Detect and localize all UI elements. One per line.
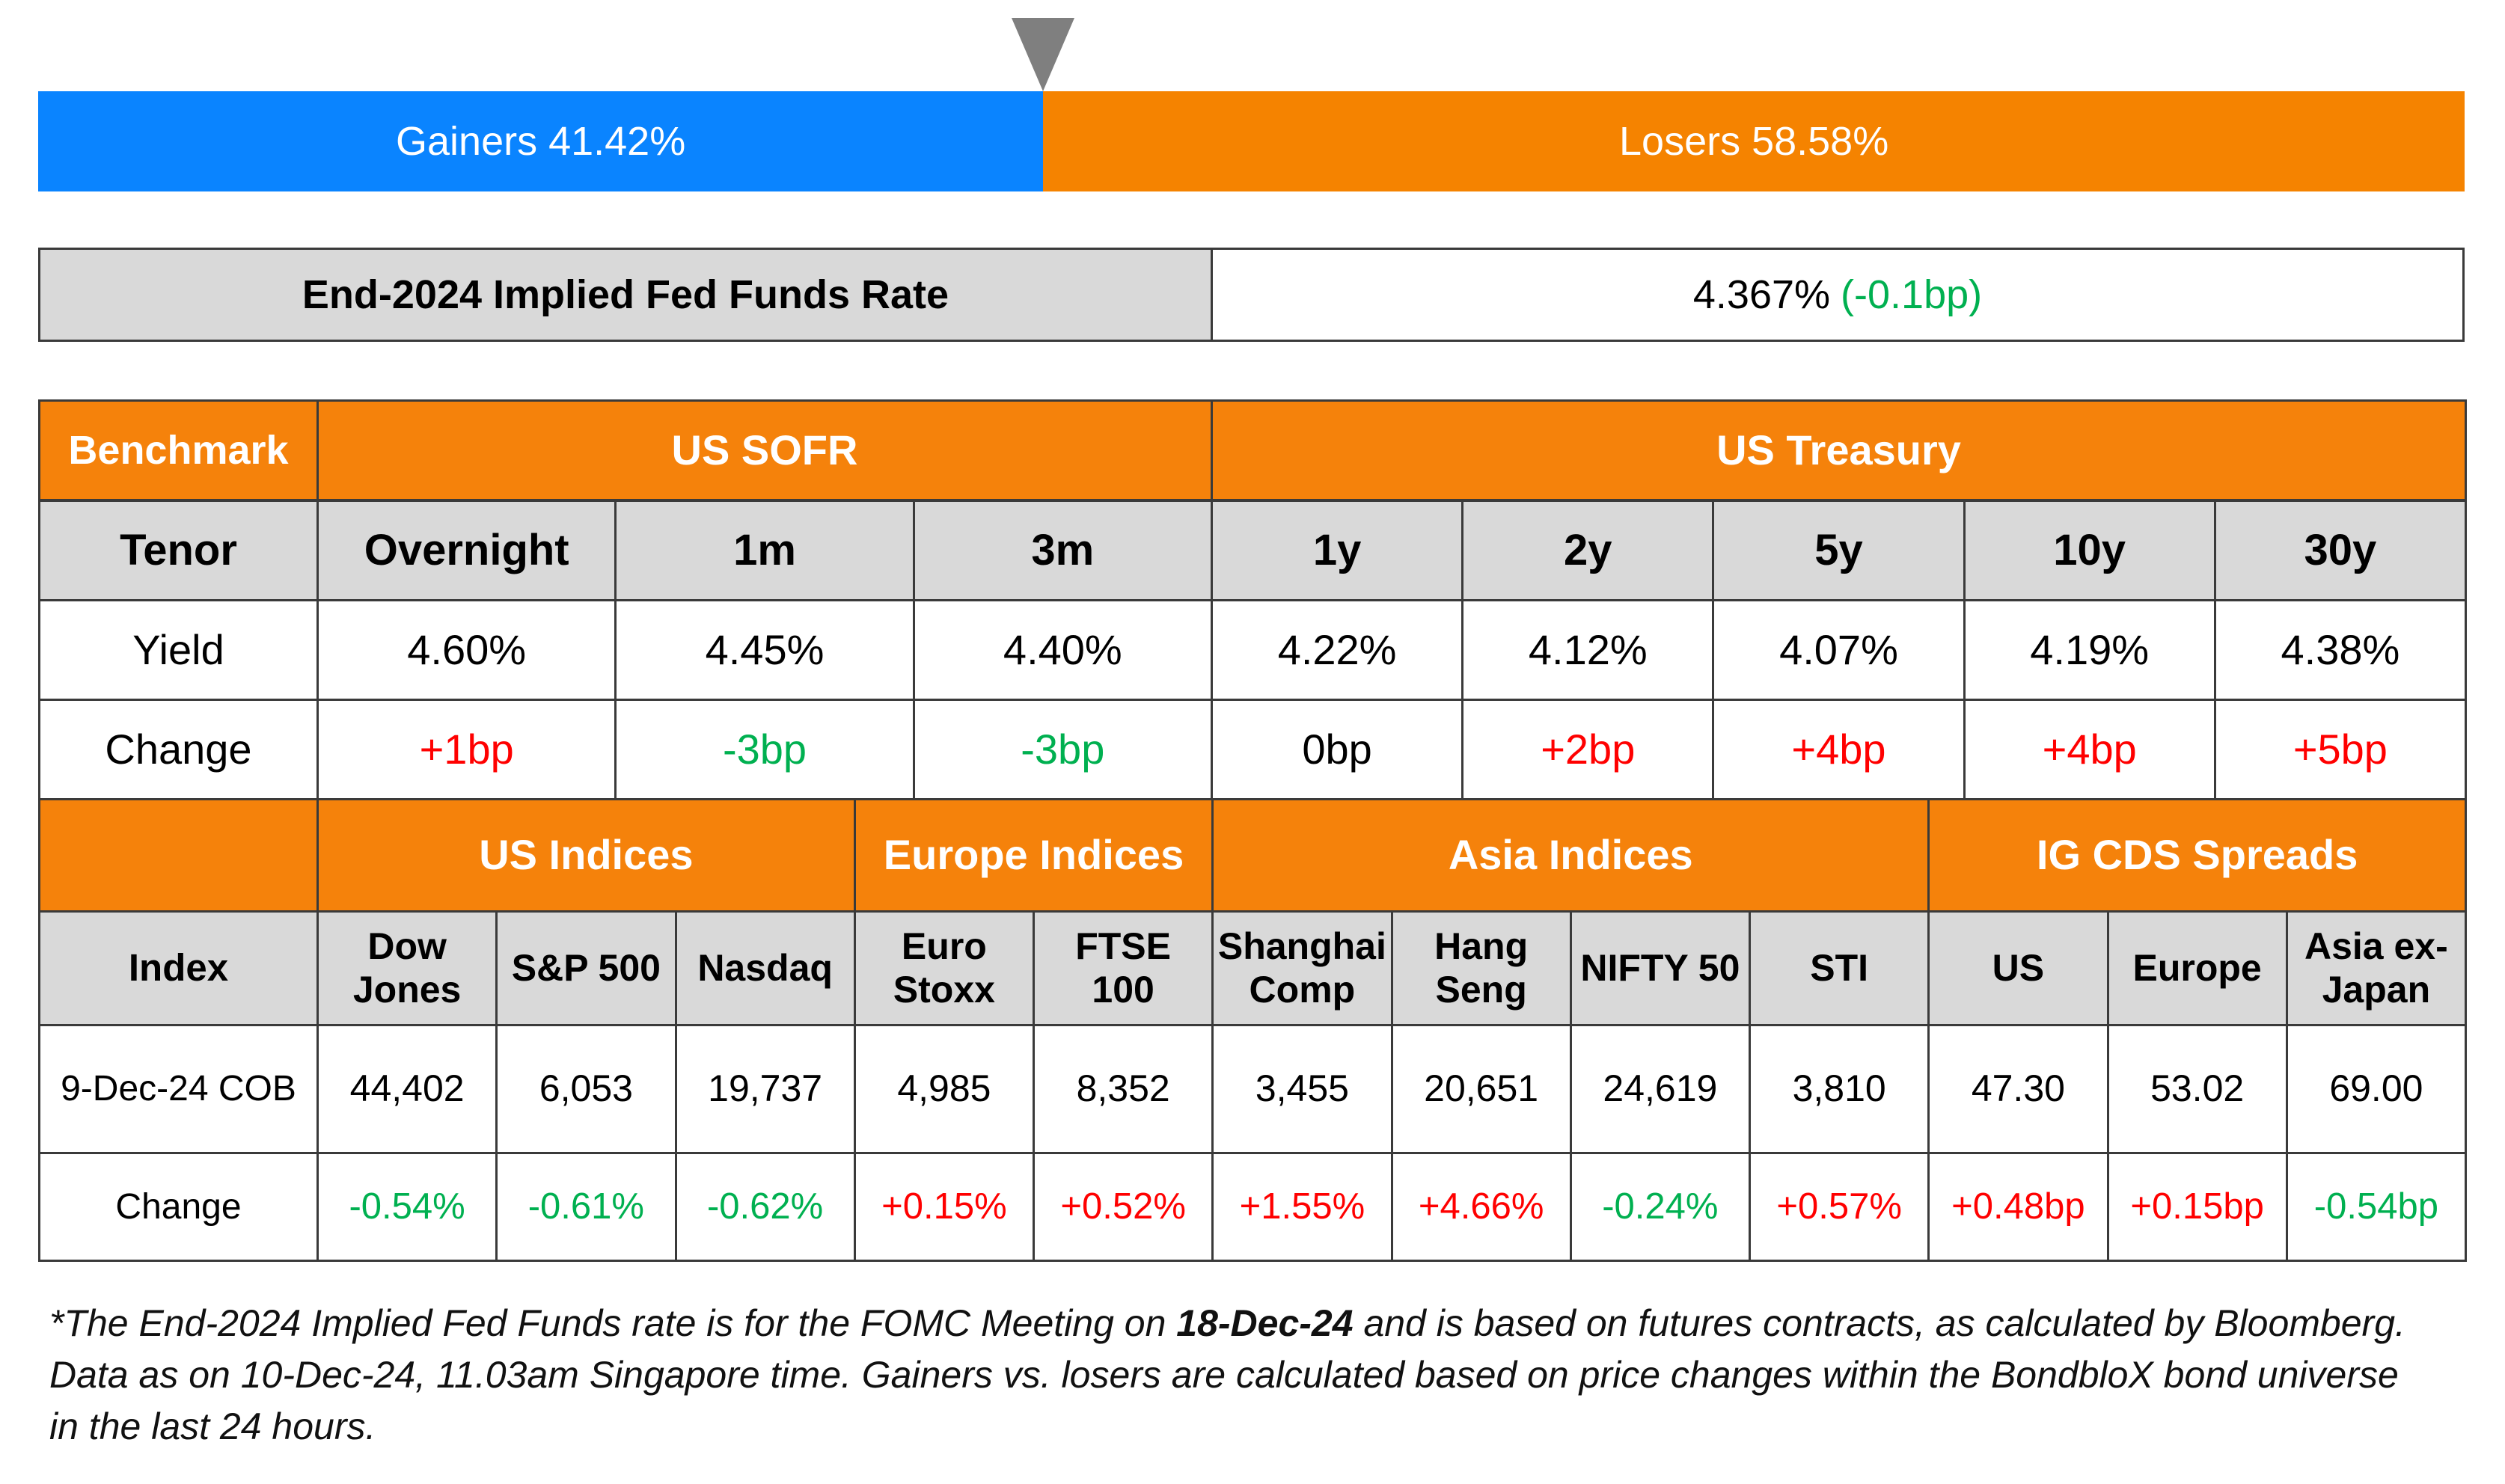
group-header: US Treasury	[1211, 399, 2467, 501]
index-header: STI	[1749, 910, 1930, 1026]
tenor-header: 1m	[614, 500, 915, 601]
fed-value: 4.367% (-0.1bp)	[1211, 248, 2465, 342]
index-value: 19,737	[674, 1024, 856, 1154]
index-header: US	[1927, 910, 2109, 1026]
index-header: S&P 500	[495, 910, 677, 1026]
gainers-bar: Gainers 41.42%	[38, 91, 1044, 191]
yield-cell: 4.19%	[1963, 599, 2216, 701]
row-label: 9-Dec-24 COB	[38, 1024, 319, 1154]
split-marker	[1012, 18, 1075, 91]
row-label: Change	[38, 1152, 319, 1262]
yield-cell: 4.07%	[1712, 599, 1966, 701]
marker-triangle	[1012, 18, 1075, 91]
footnote-text: and is based on futures contracts, as ca…	[49, 1302, 2405, 1447]
index-header: Nasdaq	[674, 910, 856, 1026]
tenor-header: 10y	[1963, 500, 2216, 601]
index-value: 3,455	[1211, 1024, 1393, 1154]
yield-cell: 4.40%	[912, 599, 1213, 701]
change-cell: +4bp	[1963, 699, 2216, 800]
group-header: US SOFR	[316, 399, 1213, 501]
index-value: 4,985	[853, 1024, 1035, 1154]
row-label: Change	[38, 699, 319, 800]
yield-cell: 4.12%	[1461, 599, 1715, 701]
index-change: +0.57%	[1749, 1152, 1930, 1262]
group-header: Europe Indices	[853, 798, 1214, 913]
yield-cell: 4.38%	[2213, 599, 2467, 701]
fed-change: (-0.1bp)	[1841, 272, 1983, 317]
index-change: +1.55%	[1211, 1152, 1393, 1262]
index-value: 3,810	[1749, 1024, 1930, 1154]
yield-cell: 4.45%	[614, 599, 915, 701]
index-change: +0.48bp	[1927, 1152, 2109, 1262]
index-change: -0.24%	[1569, 1152, 1751, 1262]
index-change: -0.61%	[495, 1152, 677, 1262]
tenor-header: 3m	[912, 500, 1213, 601]
row-label: Index	[38, 910, 319, 1026]
fed-label: End-2024 Implied Fed Funds Rate	[38, 248, 1213, 342]
tenor-header: 1y	[1211, 500, 1464, 601]
change-cell: +1bp	[316, 699, 617, 800]
tenor-header: 30y	[2213, 500, 2467, 601]
index-change: +0.52%	[1033, 1152, 1214, 1262]
row-label: Tenor	[38, 500, 319, 601]
footnote-date: 18-Dec-24	[1176, 1302, 1354, 1344]
index-value: 24,619	[1569, 1024, 1751, 1154]
footnote-text: *The End-2024 Implied Fed Funds rate is …	[49, 1302, 1177, 1344]
index-header: FTSE 100	[1033, 910, 1214, 1026]
index-value: 20,651	[1390, 1024, 1572, 1154]
change-cell: 0bp	[1211, 699, 1464, 800]
corner-header: Benchmark	[38, 399, 319, 501]
footnote: *The End-2024 Implied Fed Funds rate is …	[49, 1298, 2429, 1453]
yield-cell: 4.60%	[316, 599, 617, 701]
index-value: 47.30	[1927, 1024, 2109, 1154]
index-header: Asia ex-Japan	[2285, 910, 2467, 1026]
tenor-header: 2y	[1461, 500, 1715, 601]
tenor-header: 5y	[1712, 500, 1966, 601]
index-change: -0.54bp	[2285, 1152, 2467, 1262]
index-change: -0.62%	[674, 1152, 856, 1262]
index-change: -0.54%	[316, 1152, 498, 1262]
change-cell: -3bp	[912, 699, 1213, 800]
group-header: Asia Indices	[1211, 798, 1930, 913]
change-cell: -3bp	[614, 699, 915, 800]
corner-blank	[38, 798, 319, 913]
index-value: 44,402	[316, 1024, 498, 1154]
losers-bar: Losers 58.58%	[1043, 91, 2465, 191]
index-header: Shanghai Comp	[1211, 910, 1393, 1026]
index-value: 6,053	[495, 1024, 677, 1154]
index-change: +0.15bp	[2106, 1152, 2288, 1262]
index-value: 53.02	[2106, 1024, 2288, 1154]
row-label: Yield	[38, 599, 319, 701]
change-cell: +5bp	[2213, 699, 2467, 800]
group-header: US Indices	[316, 798, 856, 913]
fed-rate: 4.367%	[1692, 272, 1831, 317]
index-change: +4.66%	[1390, 1152, 1572, 1262]
index-value: 8,352	[1033, 1024, 1214, 1154]
yield-cell: 4.22%	[1211, 599, 1464, 701]
index-header: Europe	[2106, 910, 2288, 1026]
tenor-header: Overnight	[316, 500, 617, 601]
index-header: Hang Seng	[1390, 910, 1572, 1026]
index-value: 69.00	[2285, 1024, 2467, 1154]
index-header: NIFTY 50	[1569, 910, 1751, 1026]
group-header: IG CDS Spreads	[1927, 798, 2467, 913]
change-cell: +4bp	[1712, 699, 1966, 800]
index-change: +0.15%	[853, 1152, 1035, 1262]
change-cell: +2bp	[1461, 699, 1715, 800]
index-header: Dow Jones	[316, 910, 498, 1026]
index-header: Euro Stoxx	[853, 910, 1035, 1026]
